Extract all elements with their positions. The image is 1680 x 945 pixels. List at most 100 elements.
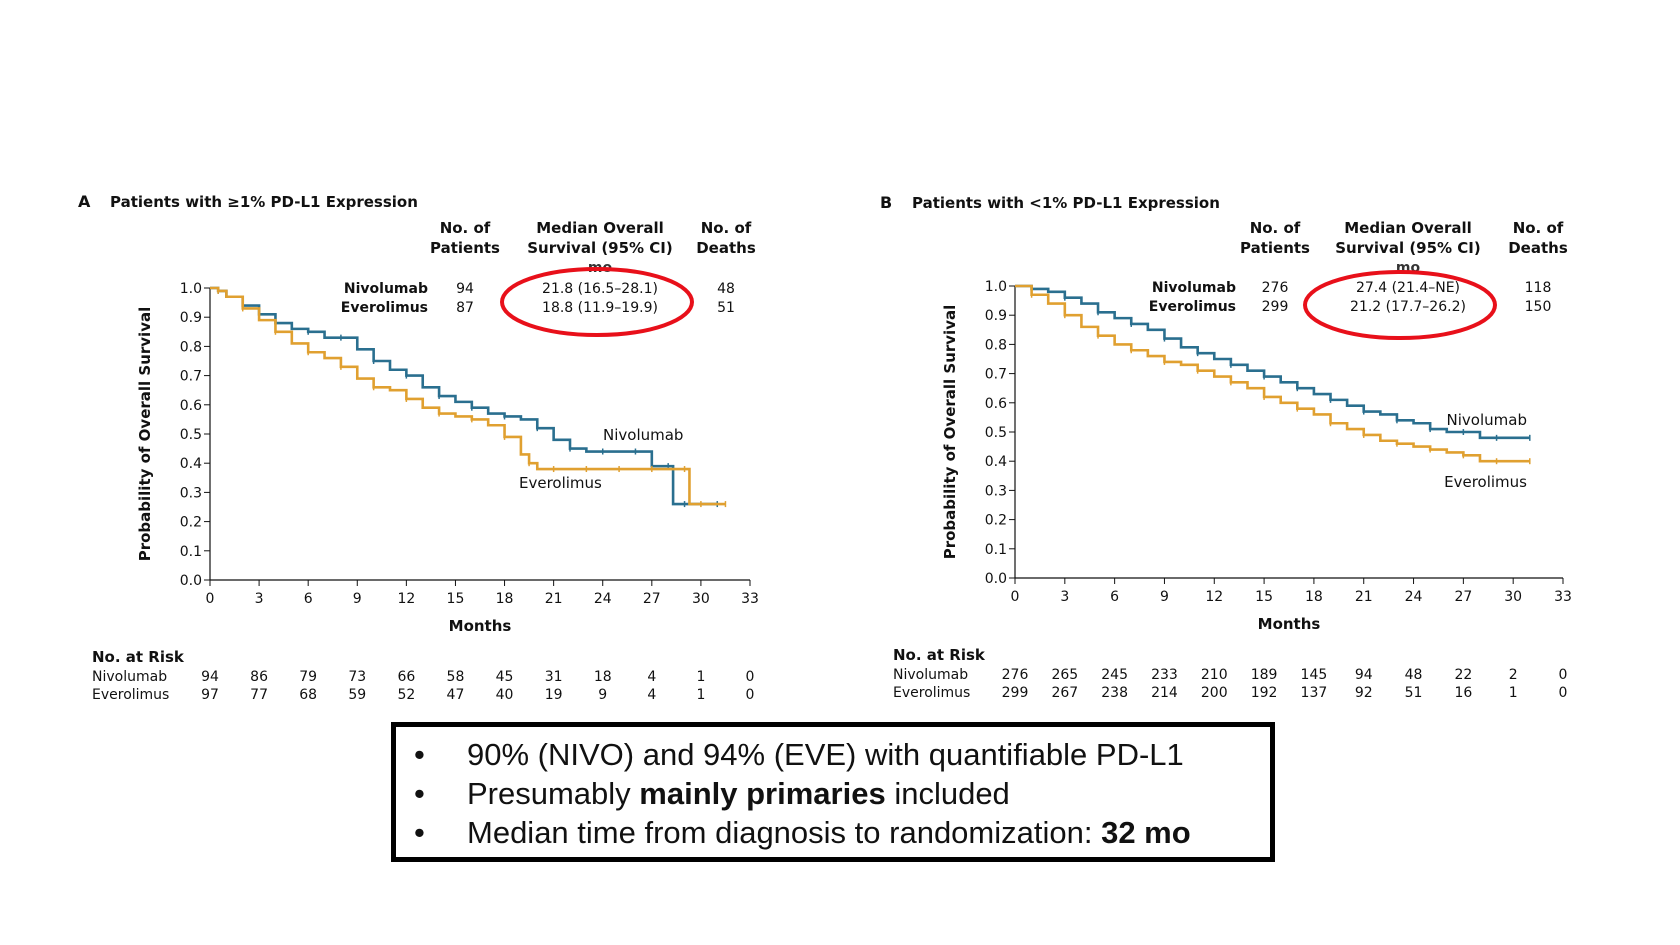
risk-value: 77 <box>250 687 268 703</box>
x-tick-label: 21 <box>1355 589 1373 605</box>
x-tick-label: 9 <box>1160 589 1169 605</box>
table-cell-patients: 87 <box>456 300 474 316</box>
risk-value: 267 <box>1051 685 1078 701</box>
note-text: Median time from diagnosis to randomizat… <box>467 815 1102 850</box>
curve-label: Nivolumab <box>1447 411 1527 429</box>
x-tick-label: 3 <box>255 591 264 607</box>
risk-value: 238 <box>1101 685 1128 701</box>
y-tick-label: 0.2 <box>985 513 1007 529</box>
note-item: • Median time from diagnosis to randomiza… <box>396 813 1270 852</box>
risk-value: 40 <box>496 687 514 703</box>
risk-value: 22 <box>1454 667 1472 683</box>
risk-value: 31 <box>545 669 563 685</box>
y-tick-label: 1.0 <box>180 281 202 297</box>
risk-value: 299 <box>1002 685 1029 701</box>
risk-value: 245 <box>1101 667 1128 683</box>
table-cell-deaths: 118 <box>1525 280 1552 296</box>
table-header: No. of <box>1513 219 1564 237</box>
y-tick-label: 0.3 <box>985 483 1007 499</box>
panel-title: Patients with <1% PD-L1 Expression <box>912 194 1220 212</box>
risk-value: 233 <box>1151 667 1178 683</box>
note-item: • 90% (NIVO) and 94% (EVE) with quantifia… <box>396 735 1270 774</box>
table-header: Patients <box>430 239 500 257</box>
y-tick-label: 0.8 <box>985 337 1007 353</box>
x-tick-label: 30 <box>1504 589 1522 605</box>
note-emphasis: mainly primaries <box>639 776 886 811</box>
risk-row-name: Everolimus <box>893 685 970 701</box>
x-tick-label: 6 <box>1110 589 1119 605</box>
y-tick-label: 0.3 <box>180 485 202 501</box>
table-cell-deaths: 150 <box>1525 299 1552 315</box>
table-header: Patients <box>1240 239 1310 257</box>
bullet-icon: • <box>414 776 425 811</box>
panel-b: B Patients with <1% PD-L1 Expression No. o… <box>880 193 1572 701</box>
y-tick-label: 0.0 <box>985 571 1007 587</box>
y-tick-label: 0.9 <box>985 308 1007 324</box>
risk-value: 1 <box>696 669 705 685</box>
risk-value: 19 <box>545 687 563 703</box>
risk-row-name: Nivolumab <box>893 667 968 683</box>
risk-value: 0 <box>1559 685 1568 701</box>
risk-value: 1 <box>696 687 705 703</box>
highlight-ellipse <box>1303 270 1497 340</box>
risk-value: 51 <box>1405 685 1423 701</box>
risk-value: 92 <box>1355 685 1373 701</box>
risk-value: 265 <box>1051 667 1078 683</box>
notes-list: • 90% (NIVO) and 94% (EVE) with quantifia… <box>396 735 1270 852</box>
x-tick-label: 9 <box>353 591 362 607</box>
table-header: No. of <box>440 219 491 237</box>
km-figure: A Patients with ≥1% PD-L1 Expression No. o… <box>78 192 1572 703</box>
risk-value: 94 <box>1355 667 1373 683</box>
x-tick-label: 0 <box>206 591 215 607</box>
y-tick-label: 0.1 <box>180 544 202 560</box>
bullet-icon: • <box>414 815 425 850</box>
panel-a: A Patients with ≥1% PD-L1 Expression No. o… <box>78 192 759 703</box>
highlight-ellipse <box>500 267 694 337</box>
x-tick-label: 12 <box>1205 589 1223 605</box>
x-axis-title: Months <box>1258 615 1321 633</box>
bullet-icon: • <box>414 737 425 772</box>
risk-value: 97 <box>201 687 219 703</box>
table-cell-deaths: 48 <box>717 281 735 297</box>
risk-value: 0 <box>746 669 755 685</box>
risk-table-title: No. at Risk <box>92 648 185 666</box>
risk-row-name: Everolimus <box>92 687 169 703</box>
risk-value: 189 <box>1251 667 1278 683</box>
risk-value: 79 <box>299 669 317 685</box>
y-tick-label: 0.5 <box>985 425 1007 441</box>
risk-value: 4 <box>647 687 656 703</box>
table-cell-median: 21.2 (17.7–26.2) <box>1350 299 1466 315</box>
x-tick-label: 12 <box>397 591 415 607</box>
risk-value: 214 <box>1151 685 1178 701</box>
curve-label: Everolimus <box>1444 473 1527 491</box>
risk-value: 145 <box>1301 667 1328 683</box>
y-tick-label: 0.4 <box>985 454 1007 470</box>
y-tick-label: 0.7 <box>985 367 1007 383</box>
table-header: Survival (95% CI) <box>527 239 673 257</box>
risk-value: 66 <box>397 669 415 685</box>
x-tick-label: 24 <box>594 591 612 607</box>
table-header: No. of <box>701 219 752 237</box>
risk-value: 68 <box>299 687 317 703</box>
risk-value: 47 <box>447 687 465 703</box>
y-tick-label: 1.0 <box>985 279 1007 295</box>
risk-value: 18 <box>594 669 612 685</box>
y-tick-label: 0.1 <box>985 542 1007 558</box>
risk-row-name: Nivolumab <box>92 669 167 685</box>
x-tick-label: 21 <box>545 591 563 607</box>
y-tick-label: 0.9 <box>180 310 202 326</box>
y-axis-title: Probability of Overall Survival <box>136 307 154 562</box>
y-tick-label: 0.0 <box>180 573 202 589</box>
x-tick-label: 15 <box>447 591 465 607</box>
table-row-name: Nivolumab <box>1152 280 1236 296</box>
note-text: included <box>885 776 1010 811</box>
note-text: 90% (NIVO) and 94% (EVE) with quantifiab… <box>467 737 1184 772</box>
table-cell-median: 21.8 (16.5–28.1) <box>542 281 658 297</box>
x-tick-label: 15 <box>1255 589 1273 605</box>
table-header: Survival (95% CI) <box>1335 239 1481 257</box>
table-cell-patients: 94 <box>456 281 474 297</box>
risk-value: 94 <box>201 669 219 685</box>
y-tick-label: 0.6 <box>985 396 1007 412</box>
table-cell-median: 18.8 (11.9–19.9) <box>542 300 658 316</box>
y-axis-title: Probability of Overall Survival <box>941 305 959 560</box>
